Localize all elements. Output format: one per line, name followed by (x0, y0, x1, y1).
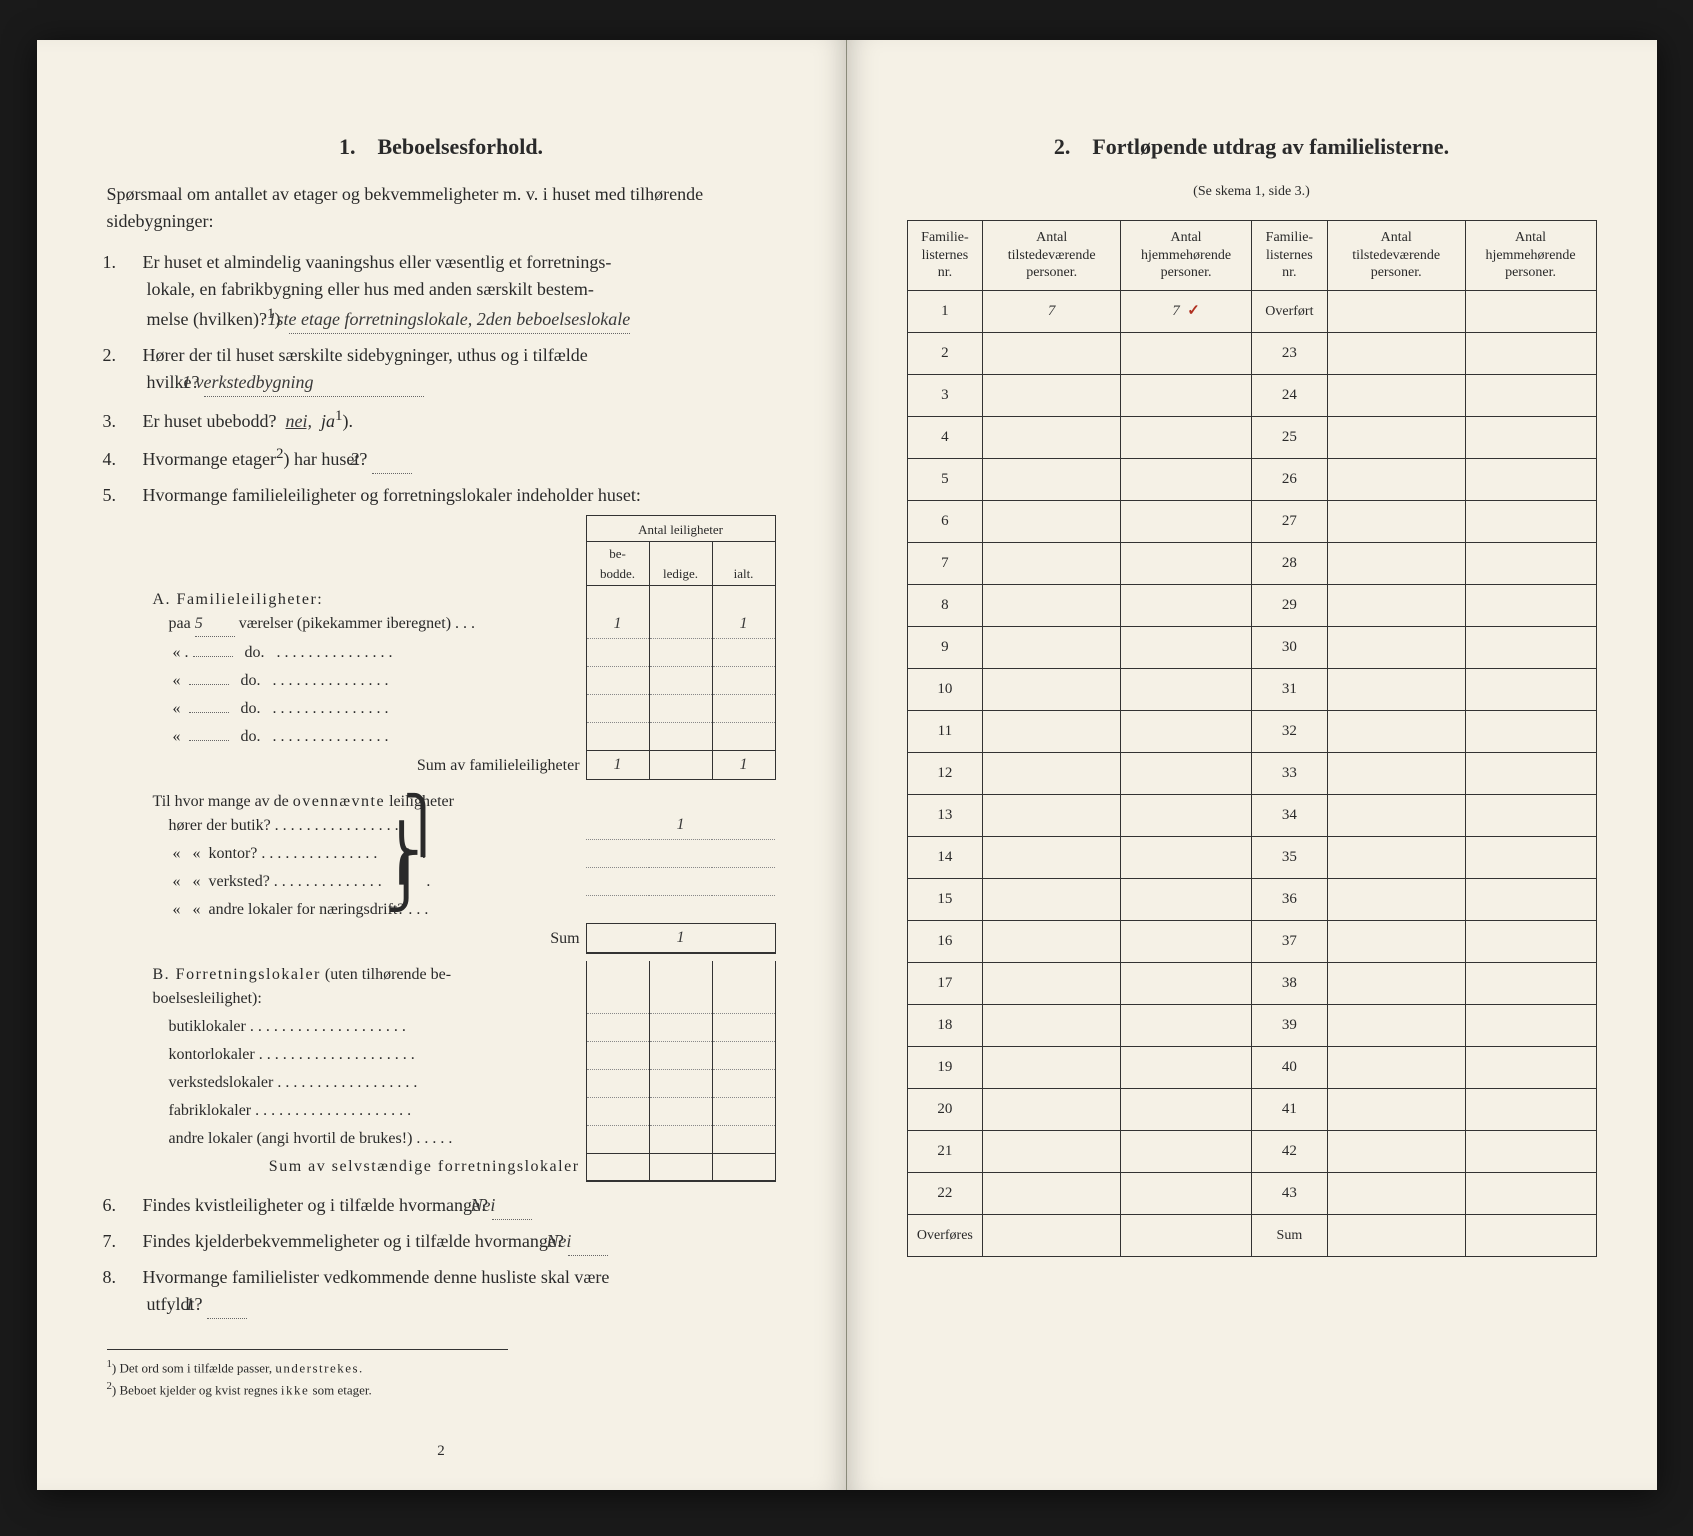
question-list: 1.Er huset et almindelig vaaningshus ell… (107, 249, 776, 1319)
left-section-title: 1. Beboelsesforhold. (107, 130, 776, 163)
table-row: 177 ✓Overført (907, 291, 1596, 333)
q2-answer: 1 verkstedbygning (204, 369, 424, 397)
table-row: 1536 (907, 879, 1596, 921)
table-row: 930 (907, 627, 1596, 669)
page-number: 2 (37, 1440, 846, 1463)
table-row: 1839 (907, 1005, 1596, 1047)
q2: 2.Hører der til huset særskilte sidebygn… (125, 342, 776, 397)
table-row: 324 (907, 375, 1596, 417)
table-row: 728 (907, 543, 1596, 585)
table-row: 2142 (907, 1131, 1596, 1173)
extract-body: 177 ✓Overført223324425526627728829930103… (907, 291, 1596, 1257)
table-row: 1233 (907, 753, 1596, 795)
footnotes: 1) Det ord som i tilfælde passer, unders… (107, 1349, 508, 1400)
q8-answer: 1 (207, 1291, 247, 1319)
table-row: 2243 (907, 1173, 1596, 1215)
book-spread: 1. Beboelsesforhold. Spørsmaal om antall… (37, 40, 1657, 1490)
extract-table: Familie- listernes nr. Antal tilstedevær… (907, 220, 1597, 1257)
table-row: 526 (907, 459, 1596, 501)
q4-answer: 2 (372, 446, 412, 474)
q6: 6.Findes kvistleiligheter og i tilfælde … (125, 1192, 776, 1220)
table-row: 1334 (907, 795, 1596, 837)
intro-text: Spørsmaal om antallet av etager og bekve… (107, 181, 776, 235)
left-page: 1. Beboelsesforhold. Spørsmaal om antall… (37, 40, 847, 1490)
table-row: 829 (907, 585, 1596, 627)
table-row: 223 (907, 333, 1596, 375)
q5: 5.Hvormange familieleiligheter og forret… (125, 482, 776, 1182)
table-row: 1738 (907, 963, 1596, 1005)
table-row: 425 (907, 417, 1596, 459)
table-row: 1637 (907, 921, 1596, 963)
table-row: 1031 (907, 669, 1596, 711)
subtitle: (Se skema 1, side 3.) (907, 181, 1597, 202)
q7: 7.Findes kjelderbekvemmeligheter og i ti… (125, 1228, 776, 1256)
table-row: OverføresSum (907, 1215, 1596, 1257)
q1-answer: 1ste etage forretningslokale, 2den beboe… (289, 306, 630, 334)
q8: 8.Hvormange familielister vedkommende de… (125, 1264, 776, 1319)
table-row: 1132 (907, 711, 1596, 753)
table-row: 1940 (907, 1047, 1596, 1089)
q7-answer: Nei (568, 1228, 608, 1256)
section-num: 2. (1054, 134, 1071, 159)
section-title-text: Beboelsesforhold. (377, 134, 543, 159)
table-row: 1435 (907, 837, 1596, 879)
leil-table: Antal leiligheter be- bodde. ledige. ial… (147, 515, 776, 1182)
right-section-title: 2. Fortløpende utdrag av familielisterne… (907, 130, 1597, 163)
q3: 3.Er huset ubebodd? nei, ja1). (125, 405, 776, 435)
q6-answer: Nei (492, 1192, 532, 1220)
q1: 1.Er huset et almindelig vaaningshus ell… (125, 249, 776, 334)
q4: 4.Hvormange etager2) har huset? 2 (125, 443, 776, 474)
table-row: 627 (907, 501, 1596, 543)
section-title-text: Fortløpende utdrag av familielisterne. (1092, 134, 1449, 159)
table-row: 2041 (907, 1089, 1596, 1131)
right-page: 2. Fortløpende utdrag av familielisterne… (847, 40, 1657, 1490)
section-num: 1. (339, 134, 356, 159)
